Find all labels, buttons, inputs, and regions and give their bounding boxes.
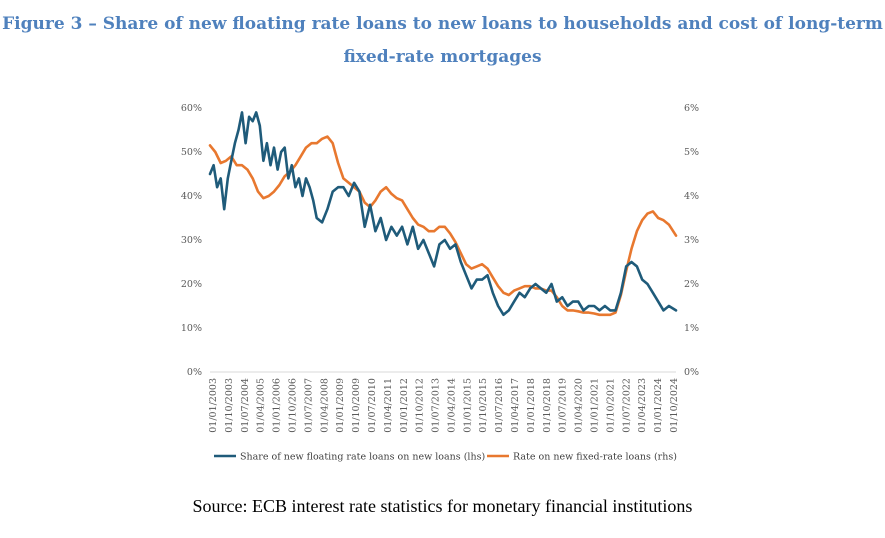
legend-item-fixed-rate: Rate on new fixed-rate loans (rhs) <box>487 452 677 463</box>
series-line-floating-share <box>208 111 678 317</box>
x-tick-label: 01/07/2010 <box>367 378 378 433</box>
series-layer <box>208 111 678 317</box>
x-tick-label: 01/04/2014 <box>446 378 457 433</box>
x-tick-label: 01/10/2018 <box>542 378 553 433</box>
x-tick-label: 01/01/2009 <box>335 378 346 433</box>
x-tick-label: 01/04/2008 <box>319 378 330 433</box>
figure-title-line-1: Figure 3 – Share of new floating rate lo… <box>2 14 883 34</box>
x-tick-label: 01/07/2007 <box>303 378 314 433</box>
x-tick-label: 01/07/2019 <box>558 378 569 433</box>
x-tick-label: 01/10/2003 <box>224 378 235 433</box>
x-tick-label: 01/04/2011 <box>383 378 394 433</box>
left-y-axis: 0% 10% 20% 30% 40% 50% 60% <box>181 103 202 378</box>
figure-title: Figure 3 – Share of new floating rate lo… <box>0 8 885 74</box>
x-tick-label: 01/10/2009 <box>351 378 362 433</box>
x-tick-label: 01/01/2024 <box>653 378 664 433</box>
x-tick-label: 01/07/2004 <box>240 378 251 433</box>
x-tick-label: 01/10/2024 <box>669 378 680 433</box>
left-y-tick-label: 30% <box>181 235 202 246</box>
right-y-tick-label: 0% <box>684 367 699 378</box>
x-tick-label: 01/10/2015 <box>478 378 489 433</box>
x-tick-label: 01/07/2013 <box>431 378 442 433</box>
right-y-tick-label: 3% <box>684 235 699 246</box>
x-tick-label: 01/01/2012 <box>399 378 410 433</box>
x-tick-label: 01/10/2021 <box>605 378 616 433</box>
source-note: Source: ECB interest rate statistics for… <box>192 496 693 516</box>
legend-label: Rate on new fixed-rate loans (rhs) <box>513 452 677 463</box>
x-tick-label: 01/07/2022 <box>621 378 632 433</box>
x-tick-label: 01/04/2020 <box>574 378 585 433</box>
x-tick-label: 01/01/2015 <box>462 378 473 433</box>
x-axis: 01/01/2003 01/10/2003 01/07/2004 01/04/2005… <box>208 378 680 433</box>
x-tick-label: 01/04/2017 <box>510 378 521 433</box>
right-y-tick-label: 4% <box>684 191 699 202</box>
right-y-tick-label: 6% <box>684 103 699 114</box>
right-y-axis: 0% 1% 2% 3% 4% 5% 6% <box>684 103 699 378</box>
legend-item-floating-share: Share of new floating rate loans on new … <box>214 452 485 463</box>
left-y-tick-label: 50% <box>181 147 202 158</box>
x-tick-label: 01/10/2006 <box>287 378 298 433</box>
figure-title-line-2: fixed-rate mortgages <box>343 47 542 67</box>
x-tick-label: 01/07/2016 <box>494 378 505 433</box>
x-tick-label: 01/01/2003 <box>208 378 219 433</box>
right-y-tick-label: 5% <box>684 147 699 158</box>
x-tick-label: 01/04/2005 <box>256 378 267 433</box>
left-y-tick-label: 0% <box>187 367 202 378</box>
right-y-tick-label: 2% <box>684 279 699 290</box>
legend-label: Share of new floating rate loans on new … <box>240 452 485 463</box>
x-tick-label: 01/01/2021 <box>590 378 601 433</box>
left-y-tick-label: 20% <box>181 279 202 290</box>
x-tick-label: 01/04/2023 <box>637 378 648 433</box>
x-tick-label: 01/01/2006 <box>272 378 283 433</box>
left-y-tick-label: 10% <box>181 323 202 334</box>
left-y-tick-label: 60% <box>181 103 202 114</box>
legend: Share of new floating rate loans on new … <box>214 452 677 463</box>
x-tick-label: 01/10/2012 <box>415 378 426 433</box>
left-y-tick-label: 40% <box>181 191 202 202</box>
right-y-tick-label: 1% <box>684 323 699 334</box>
x-tick-label: 01/01/2018 <box>526 378 537 433</box>
